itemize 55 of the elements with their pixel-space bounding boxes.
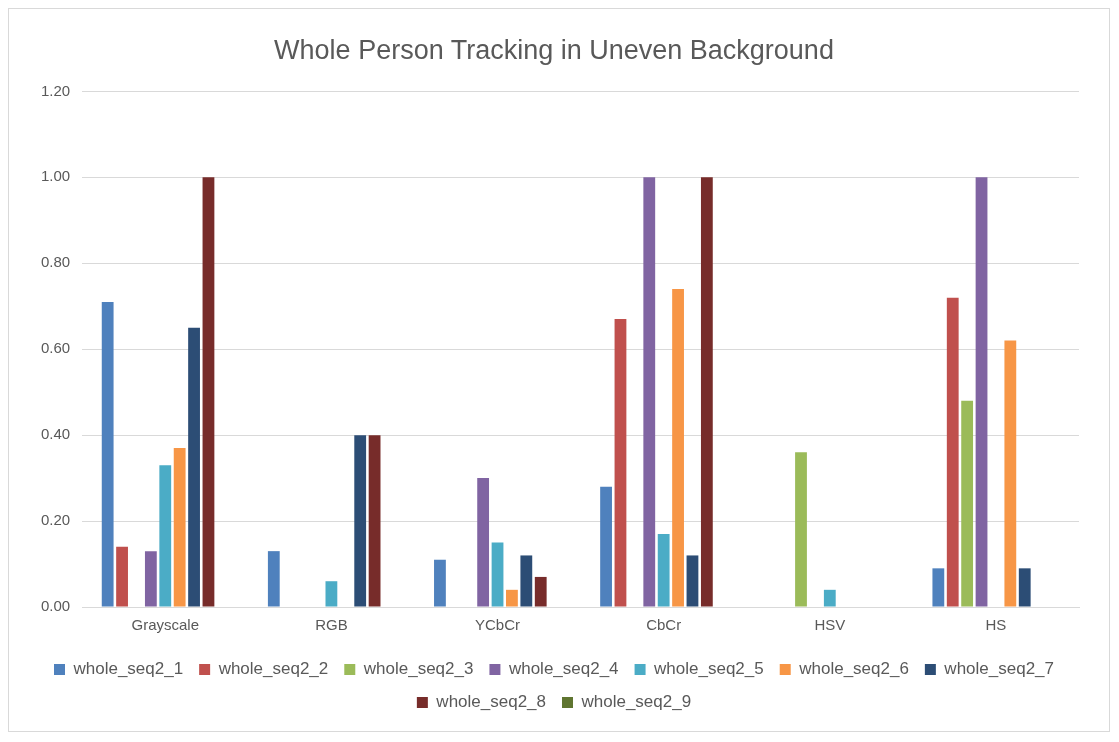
y-tick-label: 0.80	[40, 253, 71, 271]
bar	[491, 542, 504, 607]
bar	[267, 551, 280, 607]
legend-label: whole_seq2_8	[435, 692, 547, 712]
legend-label: whole_seq2_4	[507, 659, 619, 679]
legend-label: whole_seq2_1	[72, 659, 184, 679]
x-tick-label: HSV	[814, 616, 846, 634]
legend-label: whole_seq2_2	[217, 659, 329, 679]
bar	[188, 327, 200, 607]
bar	[795, 452, 807, 607]
legend-label: whole_seq2_5	[653, 659, 764, 679]
bar	[520, 555, 533, 607]
y-tick-label: 0.60	[40, 339, 71, 357]
bar	[932, 568, 945, 607]
bar	[672, 289, 684, 607]
y-tick-label: 0.40	[40, 425, 71, 443]
y-tick-label: 1.20	[40, 81, 71, 99]
bar	[534, 576, 547, 607]
x-tick-label: Grayscale	[131, 616, 200, 634]
bar	[686, 555, 699, 607]
bar	[477, 478, 490, 607]
bar	[1018, 568, 1031, 607]
bar	[946, 297, 959, 607]
bar	[614, 319, 627, 607]
legend-label: whole_seq2_7	[943, 659, 1055, 679]
x-tick-label: CbCr	[646, 616, 682, 634]
bar	[173, 448, 186, 607]
legend-label: whole_seq2_3	[362, 659, 474, 679]
bar	[961, 400, 974, 607]
bar	[144, 551, 157, 607]
bar	[368, 435, 381, 607]
x-tick-label: YCbCr	[475, 616, 521, 634]
x-tick-label: RGB	[315, 616, 348, 634]
bar	[354, 435, 367, 607]
bar	[823, 589, 836, 607]
chart-title: Whole Person Tracking in Uneven Background	[274, 34, 834, 65]
bar	[700, 177, 713, 607]
bar	[101, 301, 114, 607]
bar	[657, 533, 670, 607]
legend-label: whole_seq2_6	[798, 659, 909, 679]
bar	[506, 589, 518, 607]
bar	[975, 177, 988, 607]
y-tick-label: 0.20	[40, 511, 71, 529]
y-tick-label: 0.00	[40, 597, 71, 615]
bar	[325, 581, 338, 607]
y-tick-label: 1.00	[40, 167, 71, 185]
bar	[116, 546, 128, 607]
bar	[600, 486, 612, 607]
bar	[202, 177, 215, 607]
legend-label: whole_seq2_9	[580, 692, 692, 712]
x-tick-label: HS	[985, 616, 1007, 634]
bar	[643, 177, 656, 607]
bar	[434, 559, 446, 607]
bar	[1004, 340, 1017, 607]
bar	[159, 465, 172, 607]
